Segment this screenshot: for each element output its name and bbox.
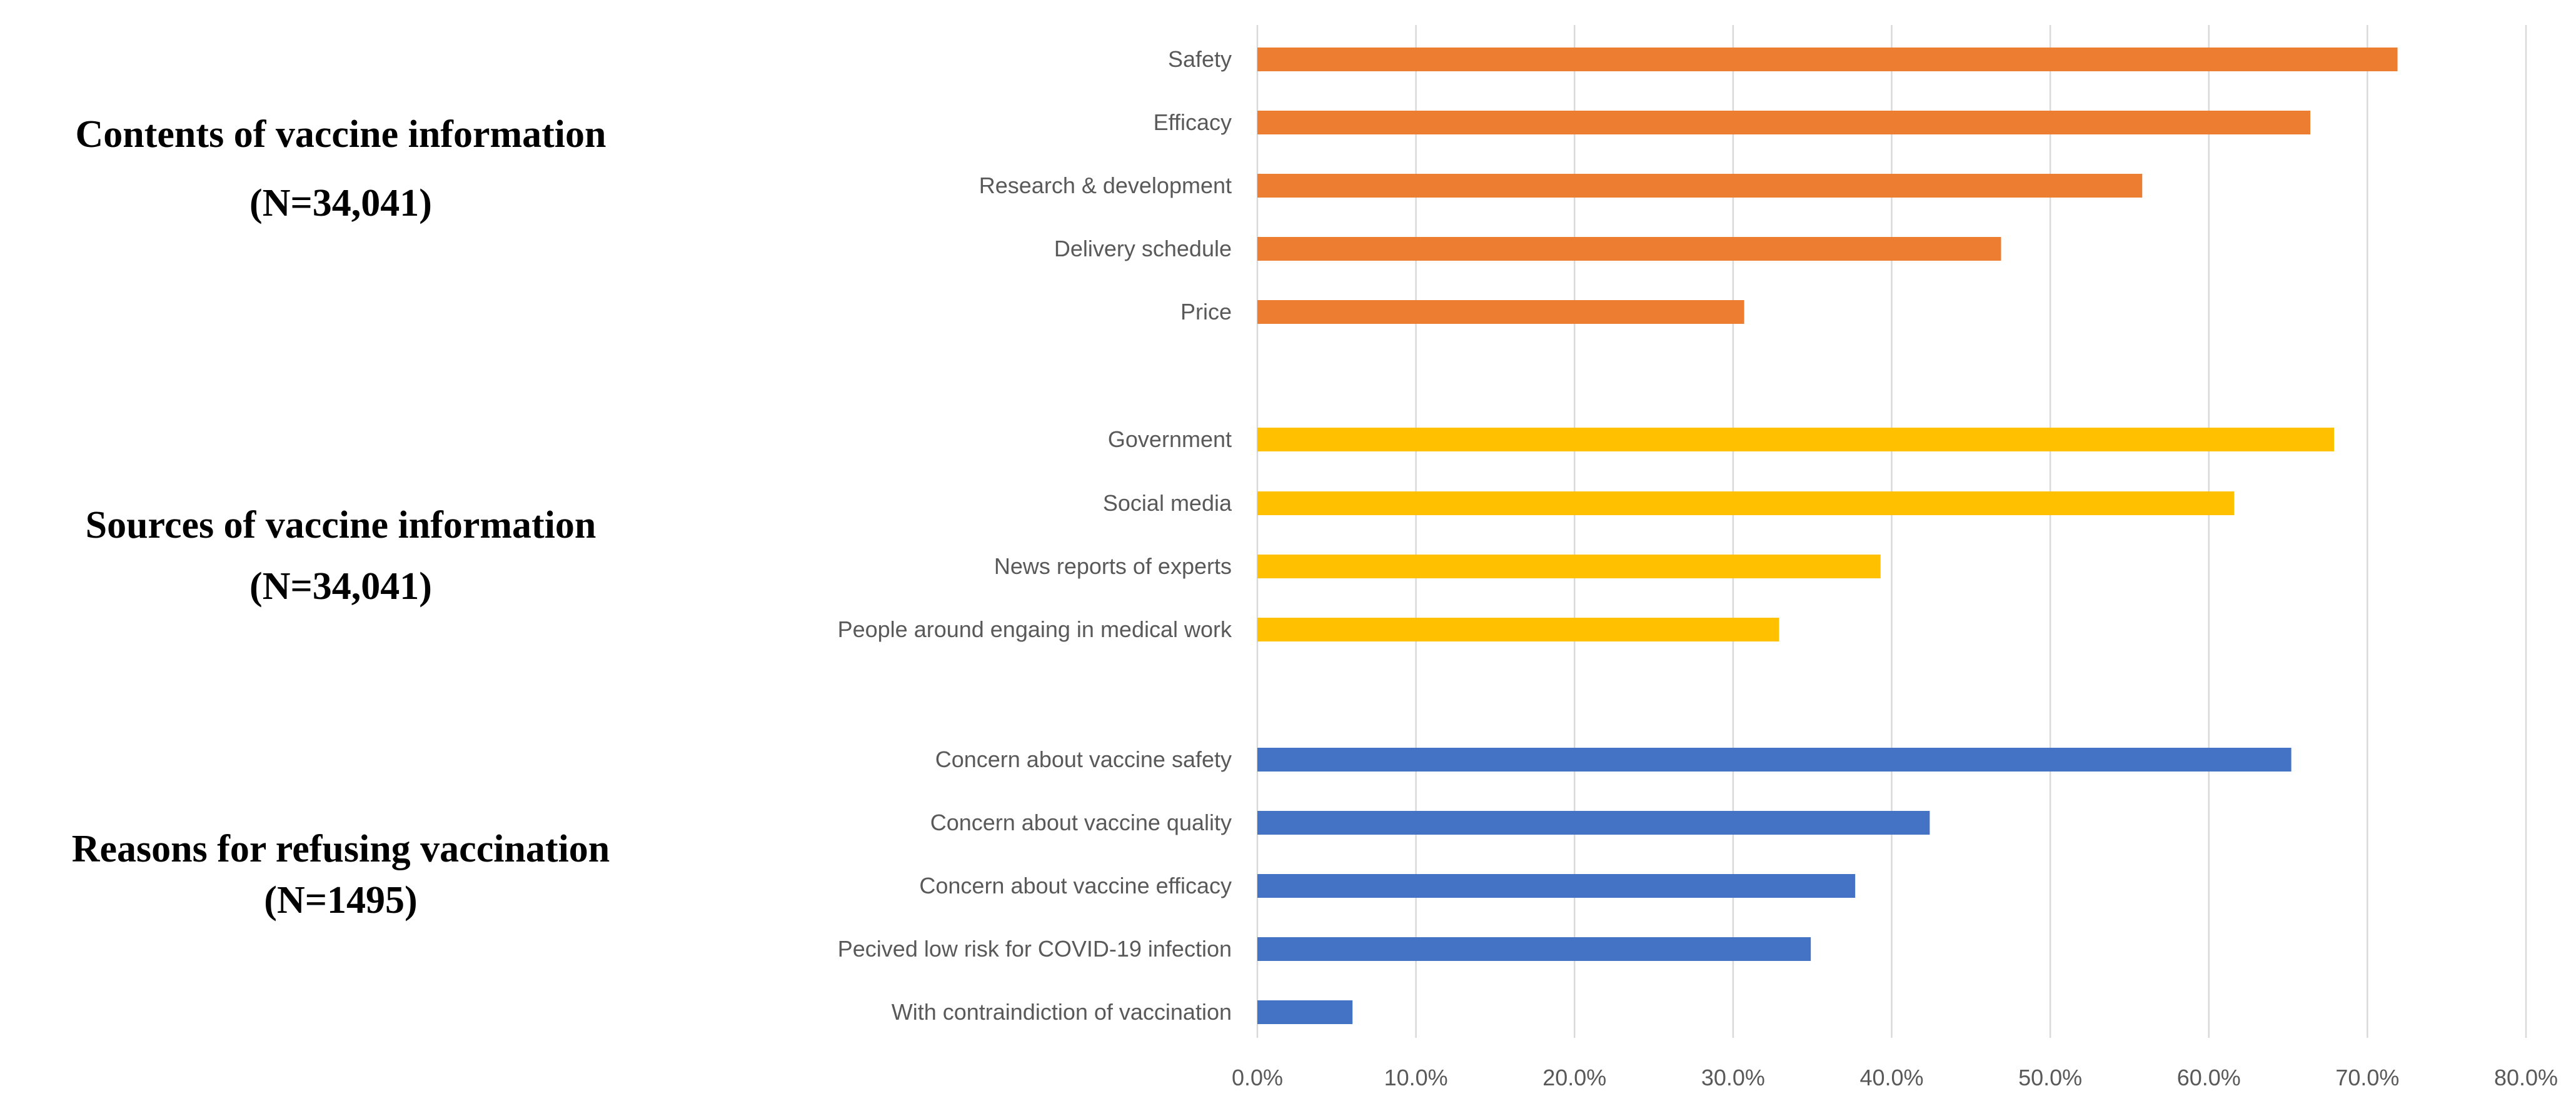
category-label: Research & development	[979, 173, 1232, 198]
category-label: People around engaing in medical work	[838, 616, 1232, 642]
category-label: Efficacy	[1154, 109, 1232, 135]
bar	[1257, 874, 1856, 898]
bar	[1257, 111, 2311, 134]
bar-layer	[1257, 48, 2398, 1024]
bar	[1257, 1000, 1353, 1024]
category-label: Concern about vaccine quality	[930, 810, 1232, 835]
tick-layer: 0.0% 10.0% 20.0% 30.0% 40.0% 50.0% 60.0% 70.0% 8…	[1232, 1065, 2558, 1090]
category-label: News reports of experts	[994, 553, 1232, 579]
x-tick-label: 80.0%	[2494, 1065, 2558, 1090]
category-label: With contraindiction of vaccination	[892, 999, 1232, 1025]
bar	[1257, 491, 2235, 515]
bar	[1257, 237, 2001, 261]
bar	[1257, 555, 1881, 578]
group-label-layer: Contents of vaccine information (N=34,041…	[72, 113, 610, 922]
group-sample-size: (N=34,041)	[249, 565, 432, 608]
group-label: Contents of vaccine information	[76, 113, 606, 156]
bar	[1257, 618, 1779, 641]
group-label: Reasons for refusing vaccination	[72, 828, 610, 870]
category-label: Safety	[1168, 46, 1232, 72]
x-tick-label: 0.0%	[1232, 1065, 1283, 1090]
x-tick-label: 60.0%	[2177, 1065, 2241, 1090]
bar	[1257, 174, 2143, 198]
category-label: Concern about vaccine efficacy	[919, 873, 1232, 898]
group-label: Sources of vaccine information	[86, 504, 596, 546]
label-layer: Safety Efficacy Research & development Deli…	[838, 46, 1232, 1025]
category-label: Pecived low risk for COVID-19 infection	[838, 936, 1232, 962]
x-tick-label: 10.0%	[1384, 1065, 1448, 1090]
bar	[1257, 937, 1811, 961]
category-label: Social media	[1103, 490, 1232, 516]
group-sample-size: (N=1495)	[264, 879, 417, 922]
bar	[1257, 748, 2292, 772]
x-tick-label: 50.0%	[2018, 1065, 2082, 1090]
x-tick-label: 30.0%	[1701, 1065, 1765, 1090]
x-tick-label: 40.0%	[1859, 1065, 1923, 1090]
category-label: Delivery schedule	[1054, 236, 1232, 261]
bar	[1257, 48, 2398, 71]
category-label: Concern about vaccine safety	[935, 747, 1232, 772]
bar	[1257, 300, 1744, 324]
bar	[1257, 811, 1930, 835]
category-label: Price	[1180, 299, 1232, 324]
x-tick-label: 20.0%	[1542, 1065, 1606, 1090]
x-tick-label: 70.0%	[2335, 1065, 2399, 1090]
category-label: Government	[1108, 426, 1232, 452]
bar	[1257, 428, 2335, 451]
group-sample-size: (N=34,041)	[249, 182, 432, 224]
